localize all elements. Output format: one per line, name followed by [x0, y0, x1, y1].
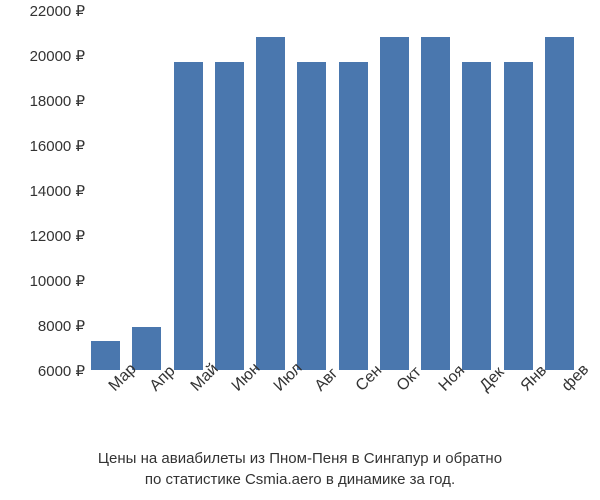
bar	[91, 341, 120, 370]
x-tick-label: фев	[559, 383, 572, 396]
bars-area	[85, 10, 580, 370]
y-tick-label: 14000 ₽	[8, 182, 85, 200]
x-tick-label: Авг	[312, 383, 325, 396]
y-tick-label: 8000 ₽	[8, 317, 85, 335]
y-tick-label: 20000 ₽	[8, 47, 85, 65]
price-chart: 6000 ₽ 8000 ₽ 10000 ₽ 12000 ₽ 14000 ₽ 16000 ₽…	[0, 0, 600, 500]
x-tick-label: Дек	[477, 383, 490, 396]
x-tick-label: Июн	[229, 383, 242, 396]
bar	[380, 37, 409, 370]
caption-line-2: по статистике Csmia.aero в динамике за г…	[0, 469, 600, 490]
bar	[545, 37, 574, 370]
chart-caption: Цены на авиабилеты из Пном-Пеня в Сингап…	[0, 448, 600, 490]
bar	[297, 62, 326, 370]
bar	[174, 62, 203, 370]
bar	[132, 327, 161, 370]
y-axis: 6000 ₽8000 ₽10000 ₽12000 ₽14000 ₽16000 ₽…	[0, 10, 85, 370]
bar	[256, 37, 285, 370]
y-tick-label: 16000 ₽	[8, 137, 85, 155]
caption-line-1: Цены на авиабилеты из Пном-Пеня в Сингап…	[0, 448, 600, 469]
x-axis: Мар Апр Май Июн Июл Авг Сен Окт Ноя Дек Янв фев	[85, 370, 580, 440]
y-tick-label: 18000 ₽	[8, 92, 85, 110]
bar	[215, 62, 244, 370]
bar	[339, 62, 368, 370]
x-tick-label: Сен	[353, 383, 366, 396]
y-tick-label: 6000 ₽	[8, 362, 85, 380]
x-tick-label: Ноя	[435, 383, 448, 396]
x-tick-label: Апр	[147, 383, 160, 396]
x-tick-label: Май	[188, 383, 201, 396]
bar	[421, 37, 450, 370]
y-tick-label: 10000 ₽	[8, 272, 85, 290]
y-tick-label: 22000 ₽	[8, 2, 85, 20]
x-tick-label: Окт	[394, 383, 407, 396]
y-tick-label: 12000 ₽	[8, 227, 85, 245]
bar	[504, 62, 533, 370]
x-tick-label: Мар	[105, 383, 118, 396]
x-tick-label: Янв	[518, 383, 531, 396]
bar	[462, 62, 491, 370]
x-tick-label: Июл	[270, 383, 283, 396]
